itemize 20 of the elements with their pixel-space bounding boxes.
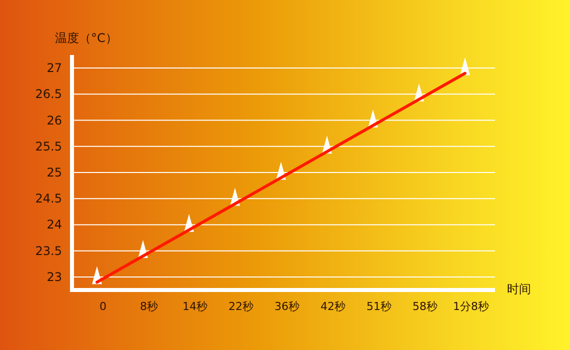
y-tick-label: 23.5 (35, 244, 62, 258)
x-tick-label: 8秒 (140, 300, 158, 313)
y-tick-label: 27 (46, 61, 62, 76)
x-tick-label: 0 (100, 300, 106, 313)
y-tick-label: 25 (46, 166, 62, 180)
y-tick-label: 26.5 (35, 87, 62, 102)
y-tick-label: 26 (46, 113, 62, 128)
x-tick-label: 1分8秒 (453, 300, 489, 313)
y-tick-label: 24.5 (35, 192, 62, 206)
x-tick-label: 58秒 (412, 300, 438, 313)
x-tick-label: 51秒 (366, 300, 392, 313)
x-axis-title: 时间 (507, 282, 531, 296)
x-tick-label: 42秒 (320, 300, 346, 313)
y-axis-title: 温度（°C） (55, 31, 118, 45)
y-tick-label: 24 (46, 218, 62, 232)
y-tick-label: 25.5 (35, 139, 62, 154)
x-tick-label: 14秒 (182, 300, 208, 313)
y-tick-label: 23 (46, 270, 62, 284)
x-tick-label: 36秒 (274, 300, 300, 313)
x-tick-label: 22秒 (228, 300, 254, 313)
